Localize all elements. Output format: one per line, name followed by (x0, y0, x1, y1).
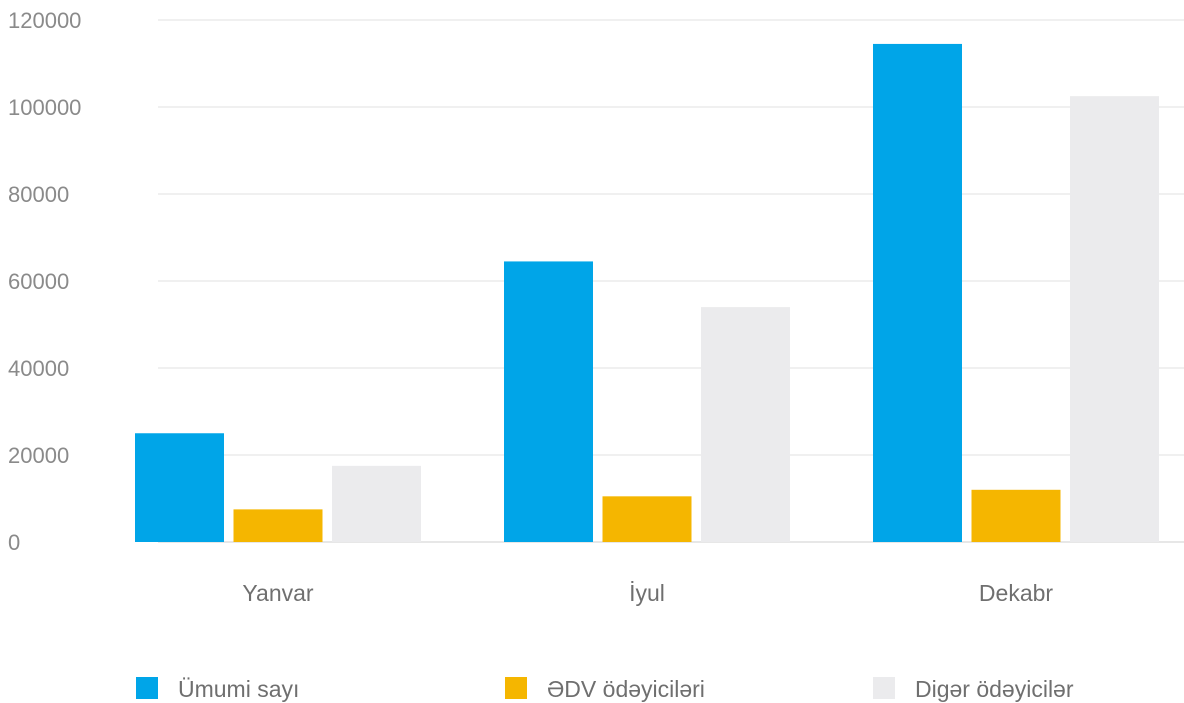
y-tick-label: 0 (8, 530, 20, 555)
y-tick-label: 60000 (8, 269, 69, 294)
bar-0-1 (233, 509, 323, 542)
legend-swatch (505, 677, 527, 699)
legend-swatch (136, 677, 158, 699)
legend-swatch (873, 677, 895, 699)
bar-0-0 (135, 433, 224, 542)
bar-1-1 (602, 496, 692, 542)
y-tick-label: 20000 (8, 443, 69, 468)
y-axis-ticks: 0 20000 40000 60000 80000 100000 120000 (8, 8, 81, 555)
bar-2-2 (1070, 96, 1159, 542)
legend-label: ƏDV ödəyiciləri (547, 676, 705, 702)
x-axis-labels: Yanvar İyul Dekabr (242, 580, 1053, 606)
x-category-label: Dekabr (979, 580, 1053, 606)
bar-0-2 (332, 465, 421, 542)
bar-2-1 (971, 489, 1061, 542)
x-category-label: Yanvar (242, 580, 314, 606)
y-tick-label: 40000 (8, 356, 69, 381)
bar-2-0 (873, 43, 962, 543)
legend-label: Ümumi sayı (178, 676, 299, 702)
grid-lines (158, 19, 1184, 543)
y-tick-label: 80000 (8, 182, 69, 207)
bar-1-0 (504, 261, 593, 542)
bars (135, 43, 1159, 543)
x-category-label: İyul (629, 580, 665, 606)
bar-1-2 (701, 307, 790, 542)
legend: Ümumi sayı ƏDV ödəyiciləri Digər ödəyicilə… (136, 676, 1074, 702)
legend-label: Digər ödəyicilər (915, 676, 1074, 702)
y-tick-label: 120000 (8, 8, 81, 33)
y-tick-label: 100000 (8, 95, 81, 120)
